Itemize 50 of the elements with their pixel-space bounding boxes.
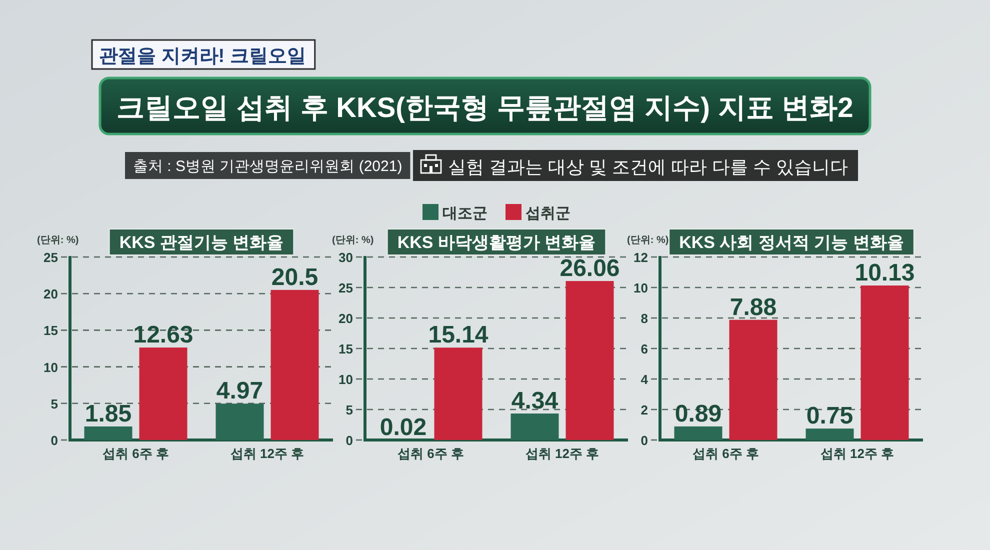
- y-tick-label: 5: [50, 396, 58, 412]
- chart-title: KKS 사회 정서적 기능 변화율: [679, 233, 904, 252]
- text: 실험 결과는 대상 및 조건에 따라 다를 수 있습니다: [448, 157, 848, 177]
- data-label: 0.75: [806, 402, 854, 430]
- y-axis-title: (단위: %): [37, 235, 79, 246]
- y-tick-label: 10: [338, 372, 353, 387]
- x-tick-label: 섭취 12주 후: [230, 446, 304, 461]
- data-label: 26.06: [560, 255, 620, 282]
- y-tick-label: 15: [44, 323, 58, 338]
- legend-label: 대조군: [442, 205, 488, 222]
- y-tick-label: 4: [640, 372, 649, 387]
- y-tick-label: 5: [346, 402, 353, 418]
- source-note: 출처 : S병원 기관생명윤리위원회 (2021): [133, 158, 402, 175]
- legend-label: 섭취군: [526, 205, 570, 222]
- data-label: 7.88: [730, 294, 777, 321]
- data-label: 20.5: [271, 264, 318, 291]
- chart-title: KKS 관절기능 변화율: [119, 233, 284, 252]
- chart-title: KKS 바닥생활평가 변화율: [397, 233, 596, 252]
- y-tick-label: 12: [634, 250, 648, 265]
- y-tick-label: 25: [44, 250, 58, 265]
- x-tick-label: 섭취 6주 후: [398, 446, 464, 461]
- x-tick-label: 섭취 6주 후: [692, 446, 759, 461]
- text: 크릴오일 섭취 후 KKS(한국형 무릎관절염 지수) 지표 변화2: [116, 92, 854, 123]
- y-axis-title: (단위: %): [332, 235, 374, 246]
- y-tick-label: 0: [640, 433, 648, 448]
- y-tick-label: 2: [640, 402, 648, 418]
- x-tick-label: 섭취 6주 후: [102, 446, 169, 461]
- y-tick-label: 20: [44, 286, 58, 302]
- y-axis-title: (단위: %): [627, 235, 669, 246]
- y-tick-label: 20: [338, 311, 353, 326]
- data-label: 4.97: [216, 378, 264, 405]
- y-tick-label: 6: [640, 342, 648, 356]
- data-label: 12.63: [133, 322, 194, 349]
- data-label: 15.14: [428, 322, 489, 349]
- text: 관절을 지켜라! 크릴오일: [99, 46, 306, 67]
- y-tick-label: 0: [50, 433, 58, 448]
- y-tick-label: 0: [346, 433, 353, 448]
- y-tick-label: 10: [634, 280, 648, 296]
- data-label: 4.34: [511, 388, 559, 415]
- y-tick-label: 25: [338, 280, 353, 296]
- y-tick-label: 8: [640, 311, 648, 326]
- y-tick-label: 30: [338, 250, 353, 265]
- data-label: 0.89: [674, 400, 722, 428]
- y-tick-label: 10: [44, 360, 58, 375]
- y-tick-label: 15: [338, 342, 353, 356]
- x-tick-label: 섭취 12주 후: [820, 446, 894, 461]
- x-tick-label: 섭취 12주 후: [525, 446, 600, 461]
- data-label: 10.13: [854, 260, 915, 287]
- data-label: 1.85: [84, 400, 132, 428]
- data-label: 0.02: [380, 414, 427, 441]
